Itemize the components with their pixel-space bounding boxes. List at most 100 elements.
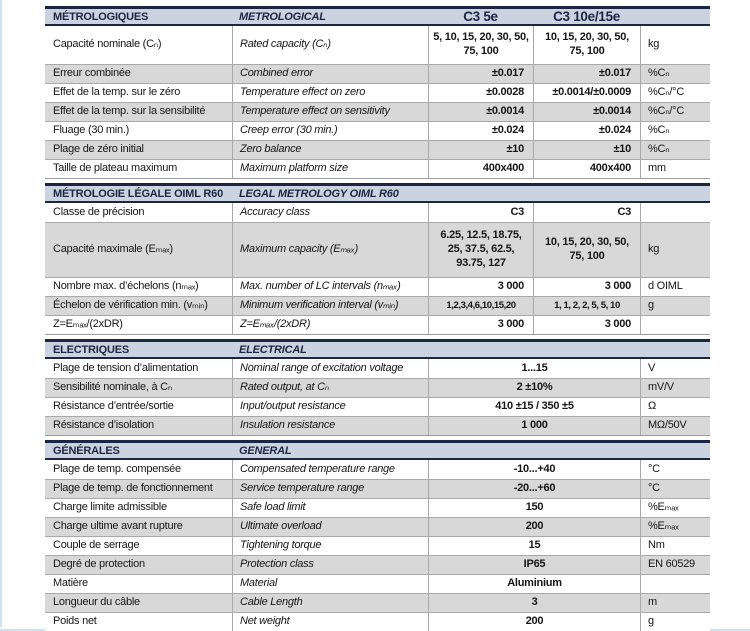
value-c3-5e: 5, 10, 15, 20, 30, 50, 75, 100	[428, 26, 533, 64]
row-label-fr: Classe de précision	[53, 205, 145, 218]
section-title-en: METROLOGICAL	[239, 10, 326, 23]
row-label-fr: Matière	[53, 577, 88, 590]
row-label-fr: Plage de temp. de fonctionnement	[53, 482, 213, 495]
value-c3-5e: 1,2,3,4,6,10,15,20	[428, 297, 533, 315]
table-row: Plage de zéro initial Zero balance ±10 ±10%…	[45, 140, 710, 159]
table-row: Résistance d’entrée/sortie Input/output r…	[45, 397, 710, 416]
section-title-fr: MÉTROLOGIQUES	[53, 10, 149, 23]
row-label-en: Maximum capacity (Eₘₐₓ)	[232, 223, 428, 277]
product-column-header-c3-5e: C3 5e	[463, 9, 498, 24]
row-label-en: Maximum platform size	[232, 160, 428, 178]
value-c3-5e: 3 000	[428, 278, 533, 296]
table-row: Plage de temp. de fonctionnement Service …	[45, 479, 710, 498]
unit-cell: g	[640, 297, 710, 315]
row-label-fr: Plage de temp. compensée	[53, 462, 181, 475]
value-c3-10e-15e: 3 000	[533, 278, 640, 296]
unit-cell: V	[640, 359, 710, 378]
value-c3-5e: 6.25, 12.5, 18.75, 25, 37.5, 62.5, 93.75…	[428, 223, 533, 277]
row-label-en: Zero balance	[232, 141, 428, 159]
unit-cell: m	[640, 594, 710, 612]
value-c3-10e-15e: 3 000	[533, 316, 640, 334]
unit-cell: g	[640, 613, 710, 631]
unit-cell: d OIML	[640, 278, 710, 296]
section-title-en: LEGAL METROLOGY OIML R60	[239, 187, 399, 200]
value-c3-5e: ±0.024	[428, 122, 533, 140]
table-row: Z=Eₘₐₓ/(2xDR) Z=Eₘₐₓ/(2xDR) 3 000 3 000	[45, 315, 710, 334]
value-merged: 150	[428, 499, 640, 517]
value-merged: 410 ±15 / 350 ±5	[428, 398, 640, 416]
row-label-en: Creep error (30 min.)	[232, 122, 428, 140]
row-label-fr: Charge limite admissible	[53, 501, 167, 514]
row-label-fr: Effet de la temp. sur le zéro	[53, 86, 181, 99]
section-title-en: GENERAL	[239, 444, 292, 457]
value-merged: 2 ±10%	[428, 379, 640, 397]
unit-cell	[640, 575, 710, 593]
value-c3-5e: 3 000	[428, 316, 533, 334]
row-label-en: Nominal range of excitation voltage	[232, 359, 428, 378]
spec-section-3: GÉNÉRALES GENERAL Plage de temp. compensée…	[45, 440, 710, 631]
value-merged: 3	[428, 594, 640, 612]
table-row: Effet de la temp. sur le zéro Temperature…	[45, 83, 710, 102]
row-label-fr: Couple de serrage	[53, 539, 140, 552]
spec-section-1: MÉTROLOGIE LÉGALE OIML R60 LEGAL METROLOG…	[45, 183, 710, 335]
value-c3-10e-15e: C3	[533, 203, 640, 222]
row-label-fr: Nombre max. d’échelons (nₘₐₓ)	[53, 280, 199, 293]
row-label-en: Rated output, at Cₙ	[232, 379, 428, 397]
table-row: Charge limite admissible Safe load limit 1…	[45, 498, 710, 517]
value-merged: 200	[428, 518, 640, 536]
row-label-fr: Échelon de vérification min. (vₘᵢₙ)	[53, 299, 208, 312]
unit-cell: %Cₙ/°C	[640, 103, 710, 121]
table-row: Poids net Net weight 200 g	[45, 612, 710, 631]
row-label-fr: Capacité maximale (Eₘₐₓ)	[53, 243, 173, 256]
value-c3-10e-15e: ±0.0014	[533, 103, 640, 121]
row-label-en: Protection class	[232, 556, 428, 574]
value-merged: 1...15	[428, 359, 640, 378]
section-rows: Capacité nominale (Cₙ) Rated capacity (Cₙ…	[45, 26, 710, 179]
row-label-en: Temperature effect on sensitivity	[232, 103, 428, 121]
table-row: Longueur du câble Cable Length 3 m	[45, 593, 710, 612]
value-c3-5e: 400x400	[428, 160, 533, 178]
value-c3-5e: C3	[428, 203, 533, 222]
row-label-en: Cable Length	[232, 594, 428, 612]
row-label-fr: Longueur du câble	[53, 596, 140, 609]
row-label-fr: Z=Eₘₐₓ/(2xDR)	[53, 318, 123, 331]
value-c3-5e: ±0.0014	[428, 103, 533, 121]
row-label-en: Max. number of LC intervals (nₘₐₓ)	[232, 278, 428, 296]
section-rows: Classe de précision Accuracy class C3 C3 Cap…	[45, 203, 710, 335]
table-row: Erreur combinée Combined error ±0.017 ±0.01…	[45, 64, 710, 83]
table-row: Nombre max. d’échelons (nₘₐₓ) Max. number…	[45, 277, 710, 296]
value-c3-10e-15e: ±0.0014/±0.0009	[533, 84, 640, 102]
row-label-en: Insulation resistance	[232, 417, 428, 435]
value-merged: -20...+60	[428, 480, 640, 498]
row-label-en: Rated capacity (Cₙ)	[232, 26, 428, 64]
unit-cell	[640, 203, 710, 222]
row-label-fr: Taille de plateau maximum	[53, 162, 177, 175]
row-label-en: Minimum verification interval (vₘᵢₙ)	[232, 297, 428, 315]
spec-table: MÉTROLOGIQUES METROLOGICAL C3 5e C3 10e/15e…	[45, 6, 710, 631]
unit-cell: Ω	[640, 398, 710, 416]
row-label-en: Combined error	[232, 65, 428, 83]
value-c3-10e-15e: 10, 15, 20, 30, 50, 75, 100	[533, 26, 640, 64]
spec-section-0: MÉTROLOGIQUES METROLOGICAL C3 5e C3 10e/15e…	[45, 6, 710, 179]
value-c3-10e-15e: 10, 15, 20, 30, 50, 75, 100	[533, 223, 640, 277]
table-row: Classe de précision Accuracy class C3 C3	[45, 203, 710, 222]
value-merged: Aluminium	[428, 575, 640, 593]
value-c3-5e: ±0.017	[428, 65, 533, 83]
row-label-fr: Degré de protection	[53, 558, 145, 571]
value-c3-10e-15e: ±0.017	[533, 65, 640, 83]
row-label-fr: Charge ultime avant rupture	[53, 520, 183, 533]
section-title-fr: MÉTROLOGIE LÉGALE OIML R60	[53, 187, 223, 200]
value-c3-5e: ±10	[428, 141, 533, 159]
row-label-en: Net weight	[232, 613, 428, 631]
table-row: Couple de serrage Tightening torque 15 Nm	[45, 536, 710, 555]
section-header: GÉNÉRALES GENERAL	[45, 440, 710, 460]
product-column-header-c3-10e-15e: C3 10e/15e	[553, 9, 620, 24]
row-label-fr: Plage de zéro initial	[53, 143, 144, 156]
value-c3-10e-15e: 1, 1, 2, 2, 5, 5, 10	[533, 297, 640, 315]
row-label-fr: Fluage (30 min.)	[53, 124, 130, 137]
table-row: Plage de tension d’alimentation Nominal r…	[45, 359, 710, 378]
row-label-fr: Résistance d’isolation	[53, 419, 154, 432]
unit-cell: kg	[640, 223, 710, 277]
value-c3-10e-15e: ±10	[533, 141, 640, 159]
